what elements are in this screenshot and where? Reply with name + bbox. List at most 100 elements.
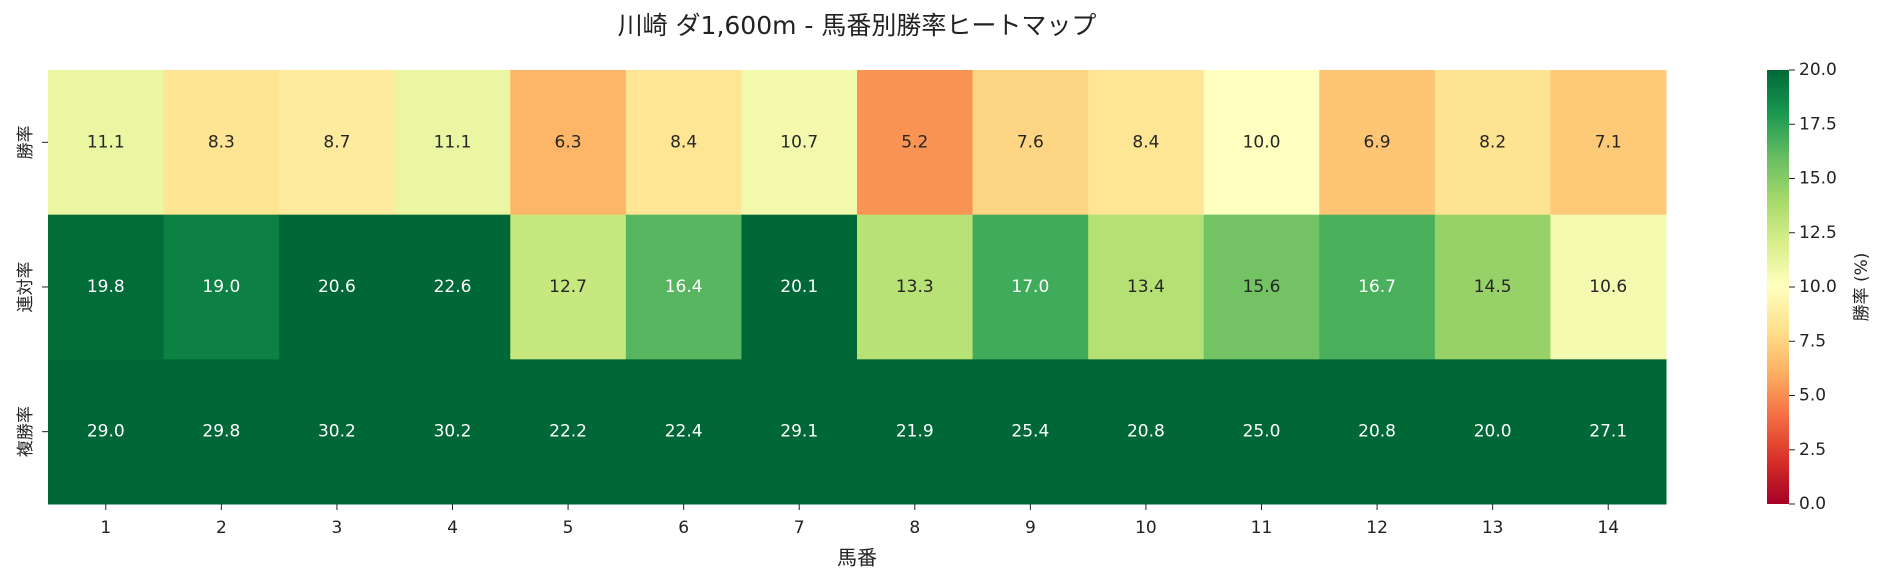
heatmap-cell <box>394 70 511 216</box>
cell-label: 17.0 <box>1011 277 1049 297</box>
cell-label: 29.8 <box>202 422 240 442</box>
heatmap-cell <box>741 70 858 216</box>
heatmap-cell <box>972 359 1089 505</box>
heatmap-cell <box>857 70 974 216</box>
colorbar-tick-label: 5.0 <box>1799 386 1826 406</box>
colorbar-tick-label: 0.0 <box>1799 494 1826 514</box>
heatmap-cell <box>1203 214 1320 360</box>
x-tick-label: 14 <box>1597 518 1619 538</box>
colorbar-tick-label: 17.5 <box>1799 114 1837 134</box>
heatmap-cell <box>48 214 165 360</box>
heatmap-cell <box>1434 70 1551 216</box>
heatmap-cell <box>1203 359 1320 505</box>
cell-label: 22.2 <box>549 422 587 442</box>
heatmap-cell <box>394 359 511 505</box>
heatmap-cell <box>972 214 1089 360</box>
cell-label: 8.4 <box>670 132 697 152</box>
cell-label: 13.3 <box>896 277 934 297</box>
y-tick-label: 連対率 <box>16 262 36 313</box>
cell-label: 13.4 <box>1127 277 1165 297</box>
x-tick-label: 4 <box>447 518 458 538</box>
x-tick-label: 1 <box>100 518 111 538</box>
cell-label: 8.2 <box>1479 132 1506 152</box>
cell-label: 29.1 <box>780 422 818 442</box>
cell-label: 20.8 <box>1127 422 1165 442</box>
x-tick-label: 10 <box>1135 518 1157 538</box>
cell-label: 21.9 <box>896 422 934 442</box>
heatmap-cell <box>1088 214 1205 360</box>
y-tick-label: 複勝率 <box>16 406 36 457</box>
heatmap-cell <box>394 214 511 360</box>
colorbar-label: 勝率 (%) <box>1852 253 1872 322</box>
heatmap-cell <box>279 214 396 360</box>
x-tick-label: 5 <box>563 518 574 538</box>
cell-label: 8.4 <box>1132 132 1159 152</box>
x-tick-label: 3 <box>332 518 343 538</box>
x-tick-label: 12 <box>1366 518 1388 538</box>
heatmap-cell <box>1203 70 1320 216</box>
heatmap-cell <box>163 214 280 360</box>
x-axis-label: 馬番 <box>837 546 877 570</box>
chart-title: 川崎 ダ1,600m - 馬番別勝率ヒートマップ <box>618 11 1097 40</box>
cell-label: 8.7 <box>323 132 350 152</box>
heatmap-cell <box>972 70 1089 216</box>
colorbar <box>1767 70 1789 504</box>
colorbar-tick-label: 7.5 <box>1799 331 1826 351</box>
cell-label: 27.1 <box>1589 422 1627 442</box>
colorbar-tick-label: 12.5 <box>1799 223 1837 243</box>
heatmap-cell <box>1319 214 1436 360</box>
cell-label: 20.1 <box>780 277 818 297</box>
heatmap-cell <box>279 359 396 505</box>
heatmap-cell <box>1088 359 1205 505</box>
cell-label: 5.2 <box>901 132 928 152</box>
cell-label: 19.8 <box>87 277 125 297</box>
heatmap-cell <box>1434 359 1551 505</box>
cell-label: 6.3 <box>555 132 582 152</box>
heatmap-cell <box>163 359 280 505</box>
heatmap-cell <box>1550 359 1667 505</box>
heatmap-cell <box>625 359 742 505</box>
cell-label: 16.4 <box>665 277 703 297</box>
cell-label: 12.7 <box>549 277 587 297</box>
cell-label: 22.6 <box>434 277 472 297</box>
heatmap-cell <box>1088 70 1205 216</box>
cell-label: 10.6 <box>1589 277 1627 297</box>
cell-label: 20.8 <box>1358 422 1396 442</box>
cell-label: 7.6 <box>1017 132 1044 152</box>
heatmap-cell <box>1434 214 1551 360</box>
cell-label: 14.5 <box>1474 277 1512 297</box>
heatmap-cell <box>510 359 627 505</box>
heatmap-cell <box>857 214 974 360</box>
cell-label: 11.1 <box>87 132 125 152</box>
x-tick-label: 6 <box>678 518 689 538</box>
heatmap-cell <box>741 214 858 360</box>
colorbar-tick-label: 10.0 <box>1799 277 1837 297</box>
cell-label: 30.2 <box>318 422 356 442</box>
x-tick-label: 8 <box>909 518 920 538</box>
x-tick-label: 9 <box>1025 518 1036 538</box>
cell-label: 11.1 <box>434 132 472 152</box>
colorbar-tick-label: 15.0 <box>1799 169 1837 189</box>
x-tick-label: 13 <box>1482 518 1504 538</box>
heatmap-cell <box>625 70 742 216</box>
heatmap-cell <box>48 70 165 216</box>
heatmap-cell <box>857 359 974 505</box>
cell-label: 10.7 <box>780 132 818 152</box>
cell-label: 30.2 <box>434 422 472 442</box>
cell-label: 7.1 <box>1595 132 1622 152</box>
heatmap-cell <box>279 70 396 216</box>
y-tick-label: 勝率 <box>16 125 36 159</box>
heatmap-cell <box>1319 359 1436 505</box>
heatmap-cell <box>1550 70 1667 216</box>
cell-label: 15.6 <box>1243 277 1281 297</box>
heatmap-cell <box>510 70 627 216</box>
x-tick-label: 7 <box>794 518 805 538</box>
x-tick-label: 2 <box>216 518 227 538</box>
cell-label: 25.4 <box>1011 422 1049 442</box>
cell-label: 16.7 <box>1358 277 1396 297</box>
cell-label: 20.0 <box>1474 422 1512 442</box>
heatmap-cell <box>1550 214 1667 360</box>
cell-label: 22.4 <box>665 422 703 442</box>
